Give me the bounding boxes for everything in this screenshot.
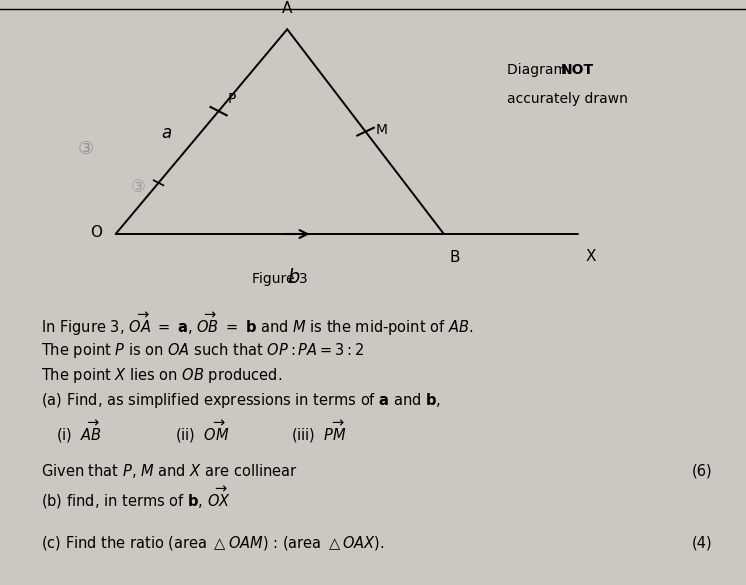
Text: (a) Find, as simplified expressions in terms of $\mathbf{a}$ and $\mathbf{b}$,: (a) Find, as simplified expressions in t… [41,391,441,410]
Text: accurately drawn: accurately drawn [507,92,628,106]
Text: $b$: $b$ [287,268,301,287]
Text: Given that $P$, $M$ and $X$ are collinear: Given that $P$, $M$ and $X$ are collinea… [41,462,298,480]
Text: $a$: $a$ [161,125,172,142]
Text: (ii)  $\overrightarrow{OM}$: (ii) $\overrightarrow{OM}$ [175,419,230,445]
Text: (4): (4) [692,535,712,550]
Text: (b) find, in terms of $\mathbf{b}$, $\overrightarrow{OX}$: (b) find, in terms of $\mathbf{b}$, $\ov… [41,486,231,511]
Text: O: O [90,225,102,240]
Text: B: B [450,250,460,266]
Text: A: A [282,1,292,16]
Text: In Figure 3, $\overrightarrow{OA}$ $=$ $\mathbf{a}$, $\overrightarrow{OB}$ $=$ $: In Figure 3, $\overrightarrow{OA}$ $=$ $… [41,311,474,338]
Text: NOT: NOT [561,63,594,77]
Text: M: M [376,123,388,137]
Text: ③: ③ [78,140,94,158]
Text: The point $P$ is on $OA$ such that $OP:PA = 3:2$: The point $P$ is on $OA$ such that $OP:P… [41,342,364,360]
Text: (c) Find the ratio (area $\triangle OAM$) : (area $\triangle OAX$).: (c) Find the ratio (area $\triangle OAM$… [41,534,385,552]
Text: (i)  $\overrightarrow{AB}$: (i) $\overrightarrow{AB}$ [56,419,102,445]
Text: (iii)  $\overrightarrow{PM}$: (iii) $\overrightarrow{PM}$ [291,419,347,445]
Text: The point $X$ lies on $OB$ produced.: The point $X$ lies on $OB$ produced. [41,366,282,385]
Text: X: X [586,249,596,264]
Text: P: P [228,92,236,106]
Text: Figure 3: Figure 3 [252,272,307,286]
Text: (6): (6) [692,463,712,479]
Text: ③: ③ [131,178,145,196]
Text: Diagram: Diagram [507,63,571,77]
